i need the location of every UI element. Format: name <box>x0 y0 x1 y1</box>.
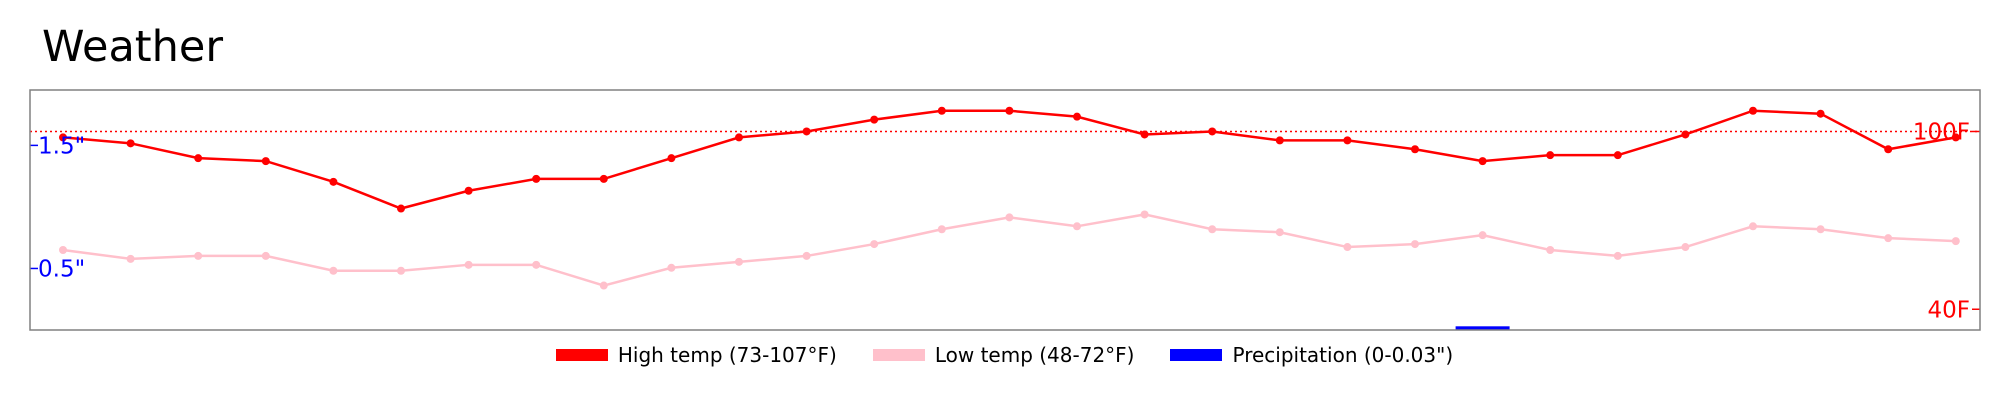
series-1-point-9 <box>667 263 676 272</box>
series-0-point-8 <box>599 174 608 183</box>
series-1-point-25 <box>1749 222 1757 231</box>
legend-swatch-low <box>872 349 925 361</box>
series-1-point-23 <box>1613 251 1622 260</box>
series-1-point-28 <box>1951 237 1960 246</box>
series-0-point-18 <box>1275 136 1284 145</box>
temp-tick-label-0: 100F <box>1913 119 1970 145</box>
precip-bar-21 <box>1455 326 1510 330</box>
legend: High temp (73-107°F) Low temp (48-72°F) … <box>0 343 2009 367</box>
series-1-point-21 <box>1478 231 1487 240</box>
series-0-point-7 <box>532 174 541 183</box>
series-0-point-12 <box>870 115 879 124</box>
series-0-point-19 <box>1343 136 1352 145</box>
series-0-point-0 <box>59 133 67 142</box>
series-1-point-18 <box>1275 228 1284 237</box>
series-1-point-12 <box>870 240 879 249</box>
legend-item-high: High temp (73-107°F) <box>555 343 837 367</box>
series-1-point-7 <box>532 260 541 269</box>
precip-tick-label-0: 1.5" <box>38 133 85 159</box>
series-0-point-13 <box>937 106 946 115</box>
series-1-point-14 <box>1005 213 1014 222</box>
series-0-point-11 <box>802 127 811 136</box>
series-0-point-27 <box>1884 145 1893 154</box>
series-1-point-6 <box>464 260 473 269</box>
series-1-point-1 <box>126 254 135 263</box>
chart-title: Weather <box>42 22 224 72</box>
series-1-point-8 <box>599 281 608 290</box>
series-1-point-17 <box>1208 225 1217 234</box>
legend-label-precip: Precipitation (0-0.03") <box>1232 343 1454 367</box>
temp-tick-label-1: 40F <box>1928 297 1971 323</box>
series-0-point-3 <box>261 157 270 166</box>
legend-label-low: Low temp (48-72°F) <box>934 343 1135 367</box>
legend-label-high: High temp (73-107°F) <box>617 343 837 367</box>
series-1-point-15 <box>1073 222 1081 231</box>
series-0-point-14 <box>1005 106 1014 115</box>
series-1-point-4 <box>329 266 338 275</box>
series-1-point-20 <box>1411 240 1419 249</box>
series-1-point-2 <box>194 251 203 260</box>
legend-swatch-high <box>555 349 608 361</box>
series-1-point-19 <box>1343 243 1352 252</box>
series-1-point-3 <box>261 251 270 260</box>
plot-layer: 100F 40F 1.5" 0.5" <box>30 106 1980 330</box>
series-0-point-15 <box>1073 112 1081 121</box>
series-0-point-16 <box>1140 130 1149 139</box>
series-0-point-24 <box>1681 130 1690 139</box>
series-0-point-1 <box>126 139 135 148</box>
series-0-point-6 <box>464 186 473 195</box>
series-1-point-22 <box>1546 246 1555 254</box>
legend-swatch-precip <box>1170 349 1223 361</box>
series-1-point-5 <box>397 266 405 275</box>
series-0-point-4 <box>329 177 338 186</box>
series-0-point-25 <box>1749 106 1757 115</box>
series-0-point-20 <box>1411 145 1419 154</box>
series-0-point-22 <box>1546 151 1555 160</box>
series-0-point-21 <box>1478 157 1487 166</box>
series-0-point-2 <box>194 154 203 163</box>
series-0-point-17 <box>1208 127 1217 136</box>
legend-item-low: Low temp (48-72°F) <box>872 343 1135 367</box>
plot-frame <box>29 89 1981 331</box>
series-1-point-11 <box>802 251 811 260</box>
series-1-point-26 <box>1816 225 1825 234</box>
series-1-point-24 <box>1681 243 1690 252</box>
series-1-point-27 <box>1884 234 1893 243</box>
series-0-point-28 <box>1951 133 1960 142</box>
precip-tick-label-1: 0.5" <box>38 256 85 282</box>
series-1-point-0 <box>59 246 67 254</box>
series-0-point-23 <box>1613 151 1622 160</box>
series-1-point-13 <box>937 225 946 234</box>
series-line-0 <box>62 109 1957 210</box>
legend-item-precip: Precipitation (0-0.03") <box>1170 343 1453 367</box>
series-1-point-16 <box>1140 210 1149 219</box>
series-line-1 <box>62 213 1956 287</box>
series-0-point-10 <box>735 133 743 142</box>
series-0-point-26 <box>1816 109 1825 118</box>
series-1-point-10 <box>735 257 743 266</box>
series-0-point-9 <box>667 154 676 163</box>
series-0-point-5 <box>397 204 405 213</box>
